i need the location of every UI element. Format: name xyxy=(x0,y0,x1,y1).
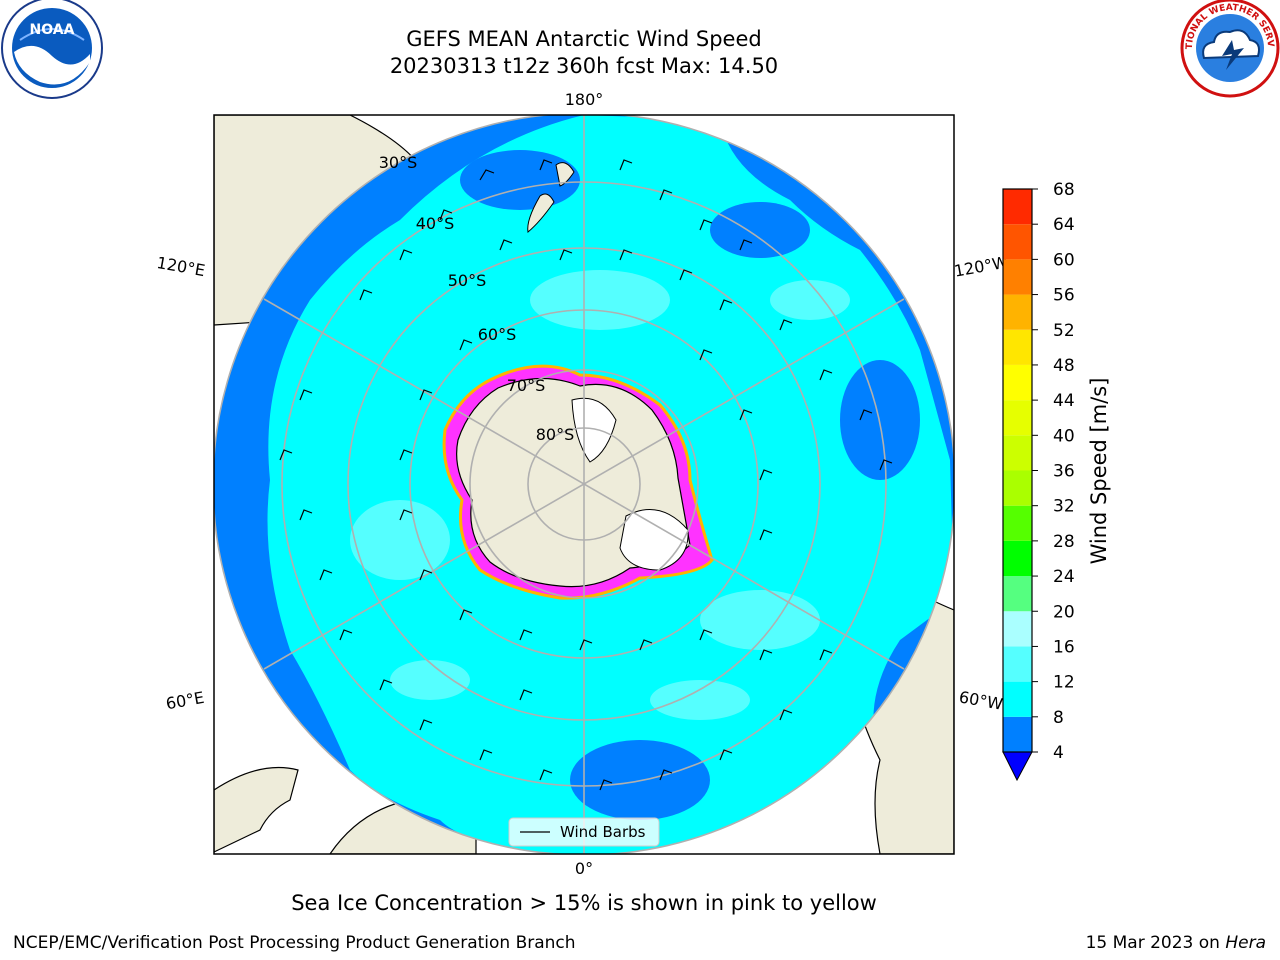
colorbar-label: Wind Speed [m/s] xyxy=(1087,378,1111,565)
colorbar-tick-label: 56 xyxy=(1053,286,1075,306)
lon-label-upper-left: 120°E xyxy=(155,253,206,280)
colorbar-tick-label: 36 xyxy=(1053,462,1075,482)
colorbar-tick-label: 60 xyxy=(1053,250,1075,270)
colorbar-tick-label: 64 xyxy=(1053,215,1075,235)
footer-date-text: 15 Mar 2023 on xyxy=(1085,933,1226,953)
chart-subtitle: 20230313 t12z 360h fcst Max: 14.50 xyxy=(389,54,779,78)
colorbar-under-arrow xyxy=(1002,751,1033,782)
colorbar-tick-label: 4 xyxy=(1053,743,1064,763)
colorbar-tick-label: 24 xyxy=(1053,567,1075,587)
svg-text:NATIONAL WEATHER SERVICE: NATIONAL WEATHER SERVICE xyxy=(0,0,1275,49)
colorbar-cell xyxy=(1003,470,1032,506)
footer-credit: NCEP/EMC/Verification Post Processing Pr… xyxy=(13,933,576,953)
colorbar-cell xyxy=(1003,611,1032,647)
lat-label-70: 70°S xyxy=(507,376,546,395)
noaa-logo-text: NOAA xyxy=(30,22,75,38)
colorbar-cell xyxy=(1003,294,1032,330)
colorbar-tick-label: 12 xyxy=(1053,673,1075,693)
footer-date: 15 Mar 2023 on Hera xyxy=(1086,933,1266,953)
map-legend: Wind Barbs xyxy=(508,817,660,847)
lat-label-30: 30°S xyxy=(379,153,418,172)
colorbar-cell xyxy=(1003,716,1032,752)
colorbar-cell xyxy=(1003,435,1032,471)
colorbar-cell xyxy=(1003,681,1032,717)
colorbar-cell xyxy=(1003,505,1032,541)
wind-barbs xyxy=(279,159,893,791)
colorbar-tick-label: 68 xyxy=(1053,180,1075,200)
lat-label-80: 80°S xyxy=(536,425,575,444)
legend-label: Wind Barbs xyxy=(560,823,646,841)
sea-ice-note: Sea Ice Concentration > 15% is shown in … xyxy=(291,891,877,915)
lon-label-upper-right: 120°W xyxy=(953,252,1010,280)
map-frame xyxy=(213,114,955,855)
colorbar-tick-label: 8 xyxy=(1053,708,1064,728)
colorbar-cell xyxy=(1003,400,1032,436)
lon-label-bottom: 0° xyxy=(575,859,593,878)
colorbar-cell xyxy=(1003,646,1032,682)
colorbar-tick-label: 16 xyxy=(1053,637,1075,657)
colorbar-cell xyxy=(1003,540,1032,577)
chart-title: GEFS MEAN Antarctic Wind Speed xyxy=(406,27,762,51)
colorbar-cell xyxy=(1003,224,1032,260)
colorbar-cell xyxy=(1003,576,1032,612)
colorbar-tick-label: 40 xyxy=(1053,426,1075,446)
colorbar-tick-label: 28 xyxy=(1053,532,1075,552)
colorbar-cell xyxy=(1003,189,1032,225)
colorbar-cell xyxy=(1003,364,1032,401)
footer-host: Hera xyxy=(1225,933,1266,953)
lon-label-top: 180° xyxy=(565,90,604,109)
lon-label-lower-left: 60°E xyxy=(164,688,205,713)
colorbar-cell xyxy=(1003,329,1032,365)
colorbar-tick-label: 44 xyxy=(1053,391,1075,411)
lat-label-60: 60°S xyxy=(478,325,517,344)
colorbar-tick-label: 52 xyxy=(1053,321,1075,341)
colorbar-cell xyxy=(1003,259,1032,295)
colorbar-tick-label: 20 xyxy=(1053,602,1075,622)
nws-logo: NATIONAL WEATHER SERVICE xyxy=(0,0,1280,98)
lat-label-50: 50°S xyxy=(448,271,487,290)
lon-label-lower-right: 60°W xyxy=(958,687,1005,713)
colorbar-tick-label: 32 xyxy=(1053,497,1075,517)
graticule xyxy=(214,115,954,854)
noaa-logo: NOAA xyxy=(1,0,103,99)
colorbar-tick-label: 48 xyxy=(1053,356,1075,376)
lat-label-40: 40°S xyxy=(416,214,455,233)
